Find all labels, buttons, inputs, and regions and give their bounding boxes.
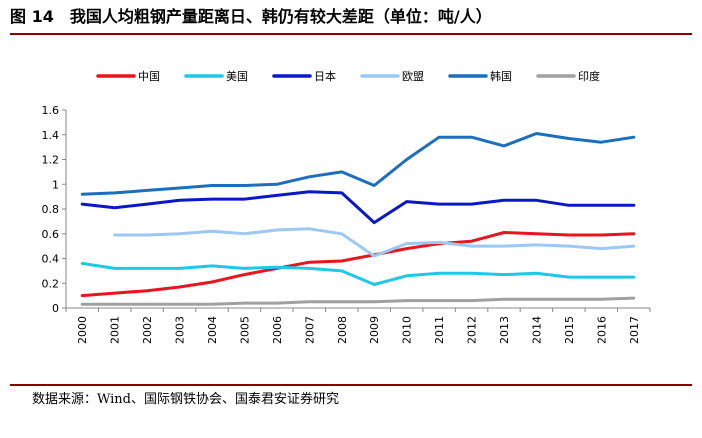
x-tick-label: 2002 (141, 316, 154, 344)
y-tick-label: 0.4 (42, 253, 60, 266)
x-tick-label: 2014 (530, 316, 543, 344)
series-line (113, 227, 636, 258)
y-tick-label: 1.4 (42, 129, 60, 142)
y-tick-label: 1.2 (42, 154, 60, 167)
y-tick-label: 0.6 (42, 228, 60, 241)
x-tick-label: 2015 (563, 316, 576, 344)
source-rule (10, 384, 692, 386)
x-tick-label: 2016 (595, 316, 608, 344)
series-line (80, 261, 636, 286)
source-note: 数据来源：Wind、国际钢铁协会、国泰君安证券研究 (32, 392, 339, 407)
x-tick-label: 2012 (466, 316, 479, 344)
chart-legend: 中国 美国 日本 欧盟 韩国 印度 (96, 69, 600, 83)
x-tick-label: 2010 (401, 316, 414, 344)
figure-number: 图 14 (10, 7, 54, 26)
legend-label: 韩国 (490, 69, 512, 83)
y-tick-label: 1.6 (42, 104, 60, 117)
x-tick-label: 2001 (109, 316, 122, 344)
legend-label: 日本 (314, 69, 336, 83)
x-tick-label: 2007 (303, 316, 316, 344)
y-tick-label: 0.8 (42, 203, 60, 216)
y-tick-label: 0.2 (42, 277, 60, 290)
chart-axes: 0 0.2 0.4 0.6 0.8 1 1.2 1.4 1.6 2000 2001 2002 2003 2… (42, 104, 651, 344)
series-line (80, 231, 636, 298)
legend-label: 欧盟 (402, 70, 424, 83)
figure-title: 图 14 我国人均粗钢产量距离日、韩仍有较大差距（单位：吨/人） (10, 4, 692, 30)
legend-label: 中国 (138, 70, 160, 83)
x-tick-label: 2006 (271, 316, 284, 344)
x-tick-label: 2013 (498, 316, 511, 344)
x-tick-label: 2008 (336, 316, 349, 344)
x-tick-label: 2017 (628, 316, 641, 344)
legend-label: 美国 (226, 70, 248, 83)
line-chart: 中国 美国 日本 欧盟 韩国 印度 0 0.2 0.4 0.6 0.8 1 1.2 1.4 1.6 2000… (42, 69, 651, 344)
x-tick-label: 2000 (76, 316, 89, 344)
x-tick-label: 2005 (238, 316, 251, 344)
series-line (80, 296, 636, 306)
chart-series (80, 132, 636, 306)
title-rule (10, 33, 692, 35)
series-line (80, 132, 636, 196)
x-tick-label: 2004 (206, 316, 219, 344)
legend-label: 印度 (578, 69, 600, 83)
y-tick-label: 0 (52, 302, 59, 315)
y-tick-label: 1 (52, 178, 59, 191)
x-tick-label: 2009 (368, 316, 381, 344)
figure-title-text: 我国人均粗钢产量距离日、韩仍有较大差距（单位：吨/人） (69, 7, 492, 26)
x-tick-label: 2011 (433, 316, 446, 344)
x-tick-label: 2003 (174, 316, 187, 344)
series-line (80, 190, 636, 225)
